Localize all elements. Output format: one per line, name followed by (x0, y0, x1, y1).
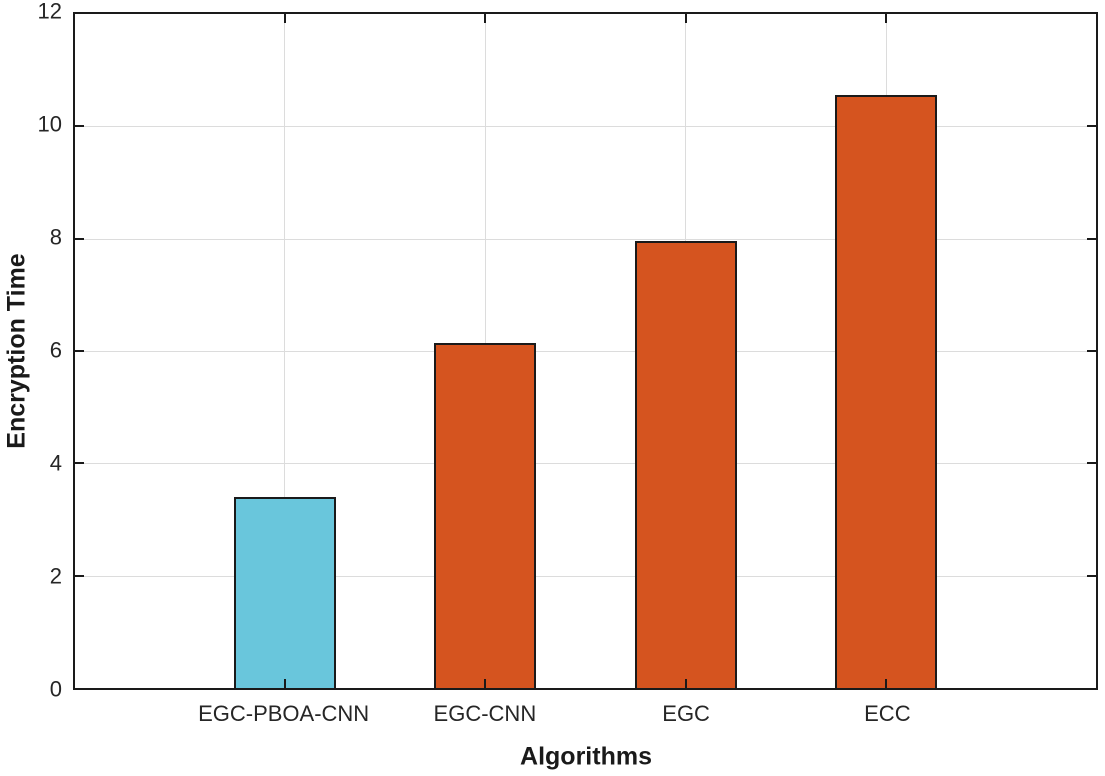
bar-egc (634, 241, 737, 688)
y-tick-label: 8 (49, 224, 62, 250)
y-tick-mark-left (75, 125, 84, 128)
x-tick-label: EGC-CNN (433, 701, 537, 726)
y-tick-label: 2 (49, 563, 62, 589)
h-gridline (75, 126, 1096, 128)
y-tick-mark-left (75, 574, 84, 577)
y-tick-mark-right (1087, 574, 1096, 577)
y-tick-mark-left (75, 350, 84, 352)
v-gridline (284, 14, 286, 688)
x-axis-tick-labels: EGC-PBOA-CNN EGC-CNN EGC ECC (73, 701, 1098, 729)
y-tick-mark-left (75, 462, 84, 465)
y-tick-label: 10 (37, 111, 62, 137)
x-tick-label: ECC (864, 701, 911, 726)
y-tick-label: 4 (49, 450, 62, 476)
bar-ecc (835, 95, 938, 688)
h-gridline (75, 575, 1096, 577)
h-gridline (75, 351, 1096, 352)
x-tick-mark-top (684, 14, 687, 23)
y-tick-mark-right (1087, 350, 1096, 352)
x-tick-mark-top (885, 14, 888, 23)
x-tick-mark-bottom (684, 679, 687, 688)
x-axis-title: Algorithms (520, 742, 652, 771)
x-tick-label: EGC (662, 701, 710, 726)
y-tick-label: 6 (49, 337, 62, 363)
tick-layer (75, 14, 1096, 688)
y-tick-mark-left (75, 237, 84, 240)
h-gridline (75, 238, 1096, 240)
x-tick-mark-bottom (484, 679, 487, 688)
bar-egc-cnn (434, 342, 537, 688)
y-tick-mark-right (1087, 125, 1096, 128)
y-tick-label: 0 (49, 676, 62, 702)
y-tick-mark-right (1087, 237, 1096, 240)
y-axis-tick-labels: 0 2 4 6 8 10 12 (0, 0, 73, 701)
x-tick-mark-top (484, 14, 487, 23)
bar-layer (75, 14, 1096, 688)
bar-egc-pboa-cnn (233, 497, 336, 688)
h-gridline (75, 463, 1096, 465)
x-tick-label: EGC-PBOA-CNN (198, 701, 370, 726)
y-tick-label: 12 (37, 0, 62, 24)
plot-area (73, 12, 1098, 690)
y-tick-mark-right (1087, 462, 1096, 465)
x-tick-mark-bottom (283, 679, 286, 688)
x-tick-mark-top (283, 14, 286, 23)
x-tick-mark-bottom (885, 679, 888, 688)
